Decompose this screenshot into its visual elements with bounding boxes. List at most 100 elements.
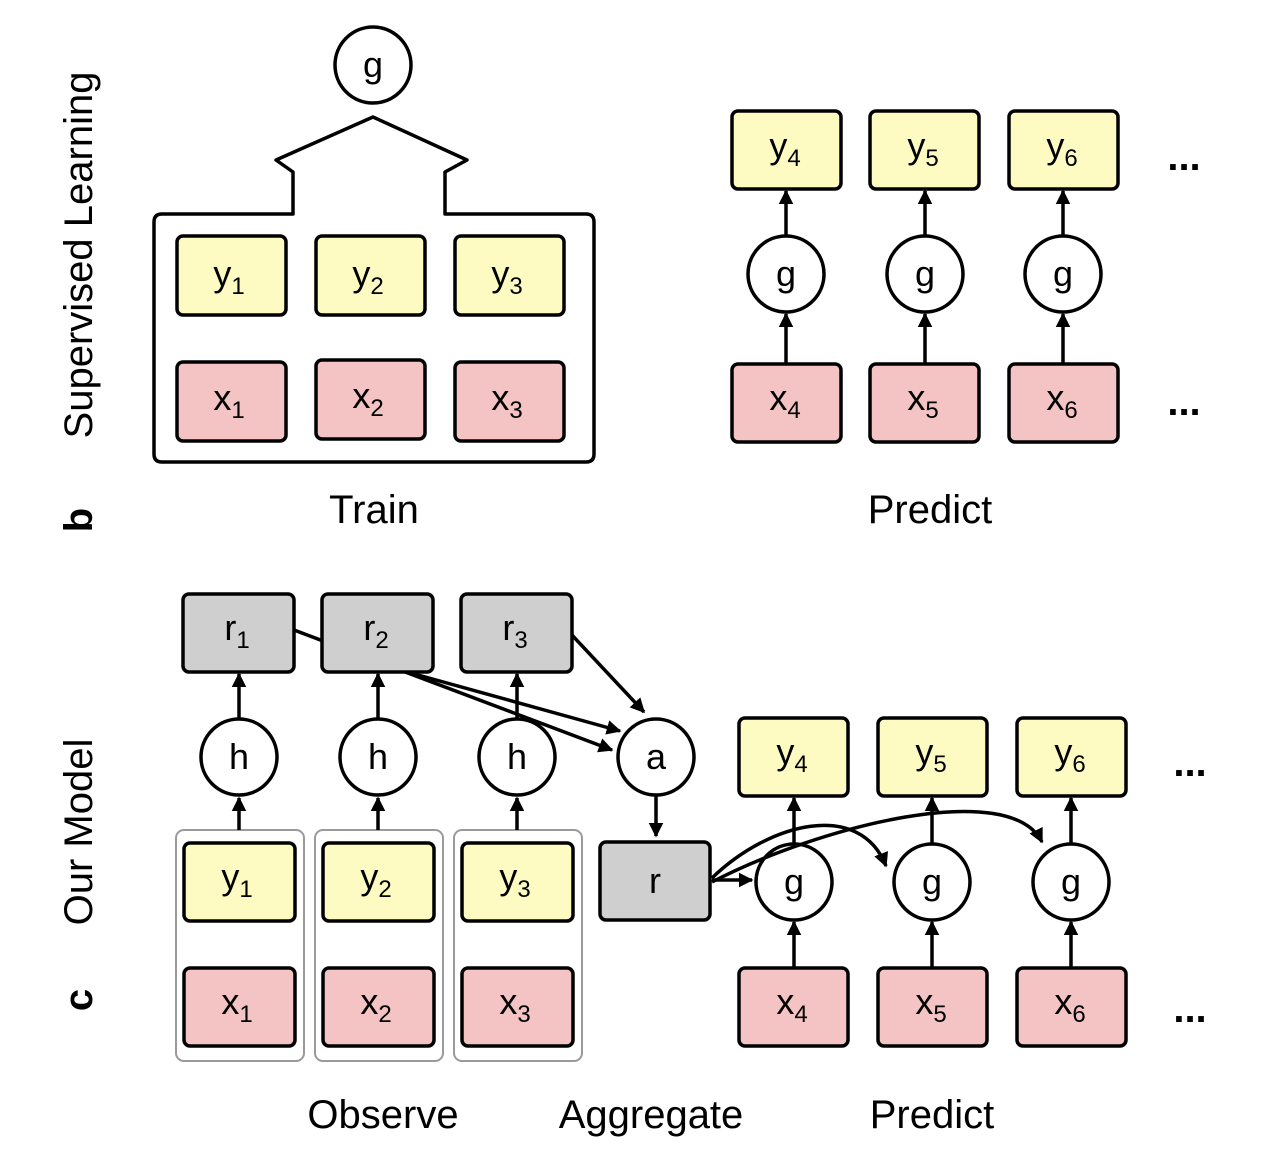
train-x-rect-3	[453, 360, 566, 443]
arrow-r-to-g5	[710, 823, 888, 880]
h-label-3: h	[507, 736, 527, 777]
observe-x-label-3: x3	[499, 981, 530, 1028]
predict-b-g-label-1: g	[776, 253, 796, 294]
r-rect-3	[459, 592, 574, 674]
predict-c-g-label-1: g	[784, 861, 804, 902]
observe-x-label-2: x2	[360, 981, 391, 1028]
predict-b-x-label-1: x4	[769, 377, 800, 424]
train-g-label: g	[363, 44, 383, 85]
predict-b-g-label-3: g	[1053, 253, 1073, 294]
train-caption: Train	[329, 488, 419, 532]
observe-y-rect-3	[460, 841, 575, 923]
r-label-2: r2	[363, 607, 388, 654]
arrow-r-to-g6	[711, 809, 1044, 884]
predict-b-y-rect-1	[730, 109, 843, 191]
arrow-r3-to-a	[569, 632, 646, 714]
predict-b-column-2: y5 g x5	[868, 109, 981, 444]
encoder-column-1: h y1 x1	[182, 672, 297, 1048]
encoder-column-2: h y2 x2	[321, 672, 436, 1048]
r-label-3: r3	[502, 607, 527, 654]
train-x-label-2: x2	[352, 375, 383, 422]
aggregate-r-label: r	[649, 860, 661, 901]
observe-y-label-3: y3	[499, 856, 530, 903]
predict-c-x-label-2: x5	[915, 981, 946, 1028]
predict-b-y-label-2: y5	[907, 125, 938, 172]
train-x-label-1: x1	[213, 377, 244, 424]
observe-x-rect-3	[460, 966, 575, 1048]
arrow-r2-to-a	[399, 668, 622, 735]
h-label-1: h	[229, 736, 249, 777]
train-y-rect-1	[175, 234, 288, 317]
train-g-circle	[333, 25, 413, 105]
predict-c-ellipsis-bottom: ...	[1173, 987, 1206, 1031]
predict-b-column-3: y6 g x6	[1007, 109, 1120, 444]
train-x-rect-2	[314, 358, 427, 441]
predict-c-g-label-2: g	[922, 861, 942, 902]
train-y-rect-2	[314, 234, 427, 317]
encoder-column-3: h y3 x3	[460, 672, 575, 1048]
predict-b-ellipsis-bottom: ...	[1167, 380, 1200, 424]
train-y-box-3: y3	[453, 234, 566, 317]
predict-c-g-circle-2	[892, 842, 972, 922]
a-label: a	[646, 736, 667, 777]
h-circle-2	[338, 717, 418, 797]
predict-c-y-rect-1	[737, 716, 850, 798]
panel-b-side-label: Supervised Learning	[57, 72, 101, 439]
observe-x-rect-2	[321, 966, 436, 1048]
predict-b-ellipsis-top: ...	[1167, 135, 1200, 179]
r-box-2: r2	[320, 592, 435, 674]
aggregate-caption: Aggregate	[559, 1093, 744, 1137]
predict-b-column-1: y4 g x4	[730, 109, 843, 444]
train-model-node: g	[333, 25, 413, 105]
observe-x-label-1: x1	[221, 981, 252, 1028]
panel-c-letter: c	[57, 989, 101, 1011]
train-y-label-2: y2	[352, 253, 383, 300]
predict-b-caption: Predict	[868, 488, 993, 532]
predict-b-x-label-2: x5	[907, 377, 938, 424]
panel-b-letter: b	[57, 508, 101, 532]
predict-c-g-circle-3	[1031, 842, 1111, 922]
train-y-box-2: y2	[314, 234, 427, 317]
predict-c-y-rect-3	[1015, 716, 1128, 798]
predict-b-g-label-2: g	[915, 253, 935, 294]
h-circle-1	[199, 717, 279, 797]
predict-c-g-circle-1	[754, 842, 834, 922]
observe-caption: Observe	[307, 1093, 458, 1137]
train-y-box-1: y1	[175, 234, 288, 317]
predict-b-y-label-1: y4	[769, 125, 800, 172]
predict-b-y-label-3: y6	[1046, 125, 1077, 172]
train-y-label-1: y1	[213, 253, 244, 300]
train-x-label-3: x3	[491, 377, 522, 424]
predict-c-y-label-3: y6	[1054, 731, 1085, 778]
r-rect-2	[320, 592, 435, 674]
r-label-1: r1	[224, 607, 249, 654]
predict-c-column-1: y4 g x4	[737, 716, 850, 1048]
train-x-box-1: x1	[175, 360, 288, 443]
aggregate-r-rect	[598, 840, 712, 922]
aggregator: a r	[598, 717, 712, 922]
a-circle	[616, 717, 696, 797]
predict-b-x-label-3: x6	[1046, 377, 1077, 424]
train-x-rect-1	[175, 360, 288, 443]
r-box-3: r3	[459, 592, 574, 674]
predict-c-caption: Predict	[870, 1093, 995, 1137]
predict-c-ellipsis-top: ...	[1173, 741, 1206, 785]
predict-c-y-label-1: y4	[776, 731, 807, 778]
panel-c-side-label: Our Model	[57, 739, 101, 926]
predict-c-g-label-3: g	[1061, 861, 1081, 902]
train-y-rect-3	[453, 234, 566, 317]
observe-y-rect-1	[182, 841, 297, 923]
train-x-box-2: x2	[314, 358, 427, 441]
observe-y-label-2: y2	[360, 856, 391, 903]
predict-c-x-label-3: x6	[1054, 981, 1085, 1028]
h-label-2: h	[368, 736, 388, 777]
predict-b-y-rect-2	[868, 109, 981, 191]
train-frame	[152, 115, 596, 464]
observe-y-rect-2	[321, 841, 436, 923]
predict-b-y-rect-3	[1007, 109, 1120, 191]
predict-c-y-label-2: y5	[915, 731, 946, 778]
observe-x-rect-1	[182, 966, 297, 1048]
train-y-label-3: y3	[491, 253, 522, 300]
predict-c-x-label-1: x4	[776, 981, 807, 1028]
